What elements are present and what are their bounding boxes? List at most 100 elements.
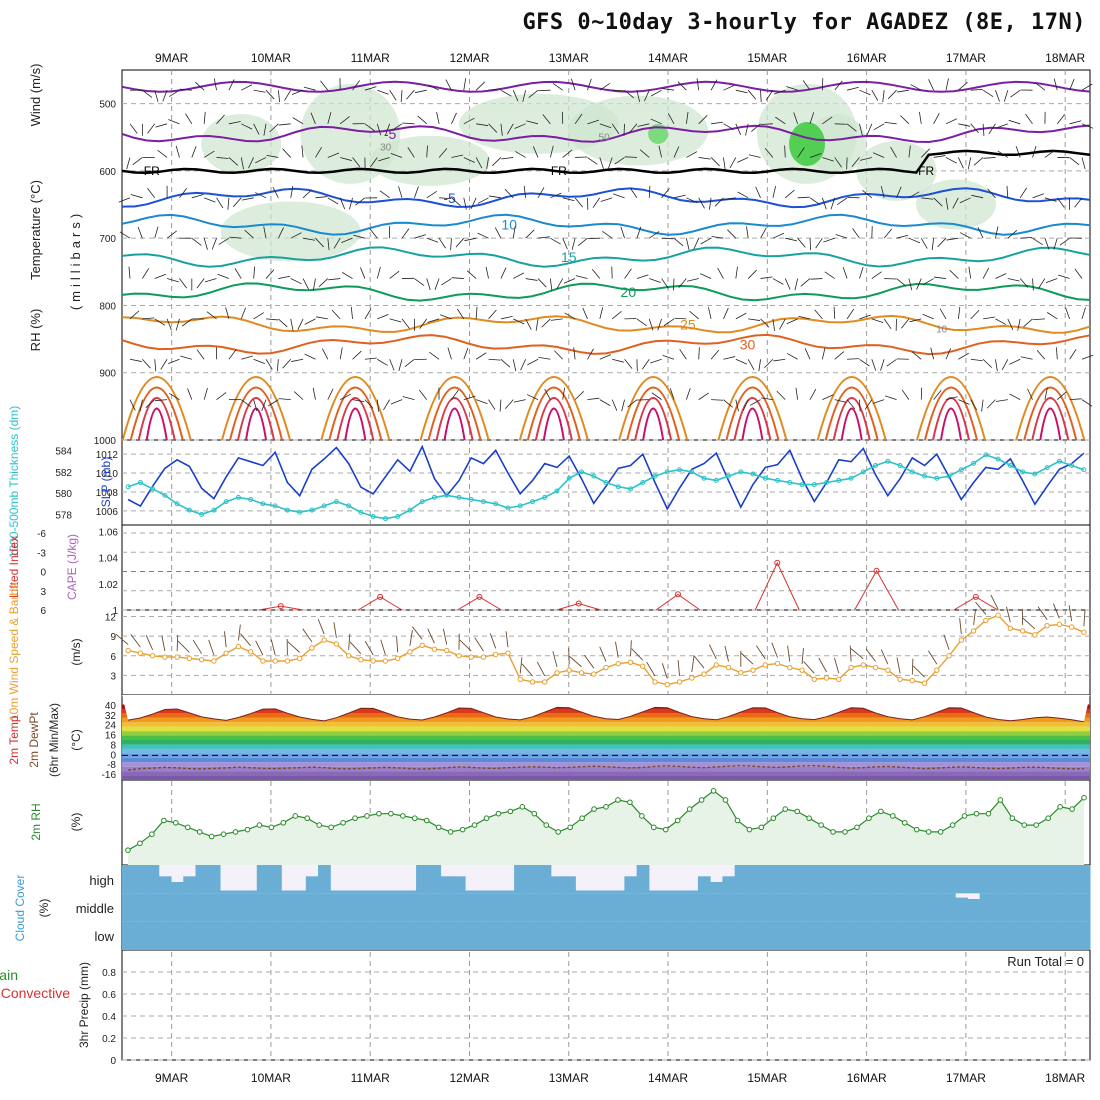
rh-shading-high	[789, 122, 826, 166]
cloud-cover-bar	[440, 893, 454, 922]
wind-speed-point	[897, 676, 903, 683]
wind-barb	[196, 278, 205, 289]
wind-barb-10m	[521, 663, 533, 677]
rh-point	[890, 813, 896, 819]
wind-barb	[883, 228, 893, 239]
cloud-cover-bar	[599, 893, 613, 922]
wind-barb	[952, 197, 959, 209]
wind-barb	[293, 391, 304, 400]
wind-barb	[253, 399, 258, 412]
wind-barb	[455, 237, 465, 248]
cloud-cover-bar	[771, 865, 785, 894]
wind-barb	[866, 123, 873, 136]
wind-barb	[859, 123, 863, 136]
wind-barb	[463, 347, 469, 360]
wind-barb	[896, 186, 902, 198]
rh-point	[842, 829, 848, 835]
cloud-cover-bar	[722, 876, 736, 894]
wind-barb	[155, 123, 168, 128]
wind-barb	[451, 277, 464, 279]
cloud-cover-bar	[710, 882, 723, 894]
wind-barb	[322, 348, 329, 360]
wind-barb	[981, 399, 984, 412]
cape-line	[556, 602, 601, 611]
minmax-axis-label: (6hr Min/Max)	[47, 703, 61, 777]
wind-barb	[698, 392, 709, 400]
wind-barb	[939, 308, 947, 320]
date-label-top: 10MAR	[251, 51, 291, 65]
cloud-cover-bar	[256, 893, 270, 922]
cloud-cover-bar	[281, 893, 295, 922]
wind-barb	[1020, 236, 1033, 239]
cloud-cover-bar	[465, 890, 478, 894]
cloud-cover-bar	[599, 890, 613, 894]
wind-speed-point	[787, 664, 793, 671]
wind-barb-10m	[177, 640, 190, 653]
wind-speed-point	[676, 679, 683, 685]
wind-barb	[686, 278, 699, 282]
cloud-cover-bar	[244, 890, 258, 894]
wind-barb	[400, 90, 403, 103]
wind-barb	[556, 278, 564, 290]
wind-barb	[234, 268, 242, 279]
wind-barb	[514, 123, 526, 129]
wind-barb	[333, 237, 341, 249]
cloud-cover-bar	[930, 865, 944, 894]
wind-barb	[290, 185, 294, 198]
rh-point	[949, 822, 956, 828]
wind-barb	[945, 78, 949, 91]
thickness-axis-label: 1000-500mb Thickness (dm)	[7, 406, 21, 559]
wind-barb	[541, 318, 551, 328]
thickness-point	[897, 463, 903, 468]
cloud-cover-bar	[501, 890, 515, 894]
rh-point	[125, 847, 131, 853]
thickness-point	[456, 494, 462, 500]
wind-barb	[269, 123, 279, 133]
cloud-cover-bar	[795, 865, 809, 894]
cloud-cover-bar	[1040, 921, 1054, 950]
wind-barb	[901, 389, 910, 400]
cape-line	[655, 593, 701, 611]
wind-speed-point	[774, 660, 781, 667]
wind-barb	[320, 80, 329, 91]
cloud-cover-bar	[158, 876, 172, 894]
wind-barb-10m	[317, 619, 325, 635]
wind-barb	[735, 358, 747, 365]
rh-point	[555, 829, 561, 835]
wind-barb	[986, 399, 996, 409]
wind-barb	[229, 236, 242, 239]
wind-barb	[267, 399, 279, 407]
chart-title: GFS 0~10day 3-hourly for AGADEZ (8E, 17N…	[522, 10, 1086, 35]
wind-barb	[871, 359, 877, 371]
wind-barb	[995, 318, 1007, 325]
wind-barb	[512, 226, 516, 239]
wind-barb	[340, 393, 352, 400]
wind-barb	[352, 350, 362, 360]
wind-barb	[180, 355, 192, 360]
cloud-cover-bar	[648, 893, 662, 922]
wind-barb-10m	[552, 651, 558, 667]
rh-point	[161, 817, 167, 824]
wind-barb	[290, 278, 302, 285]
rh-point	[1057, 804, 1063, 810]
wind-speed-point	[542, 679, 548, 685]
thickness-point	[750, 471, 756, 477]
boundary-layer-temperature-contour	[245, 407, 268, 441]
y-axis-label-millibars: (millibars)	[68, 210, 83, 310]
wind-speed-point	[738, 670, 744, 676]
cloud-cover-bar	[918, 865, 932, 894]
wind-barb	[378, 157, 390, 162]
thickness-point	[248, 497, 254, 502]
wind-barb	[216, 392, 227, 400]
wind-barb-10m	[708, 644, 717, 660]
wind-speed-point	[1032, 632, 1038, 638]
wind-barb	[970, 309, 980, 320]
wind-barb	[685, 111, 689, 124]
wind-barb	[520, 359, 526, 371]
wind-barb	[636, 274, 649, 279]
thickness-point	[1081, 467, 1087, 473]
wind-barb	[775, 116, 786, 125]
wind-barb	[284, 89, 292, 101]
wind-barb	[611, 311, 622, 320]
wind-speed-point	[1068, 624, 1075, 630]
